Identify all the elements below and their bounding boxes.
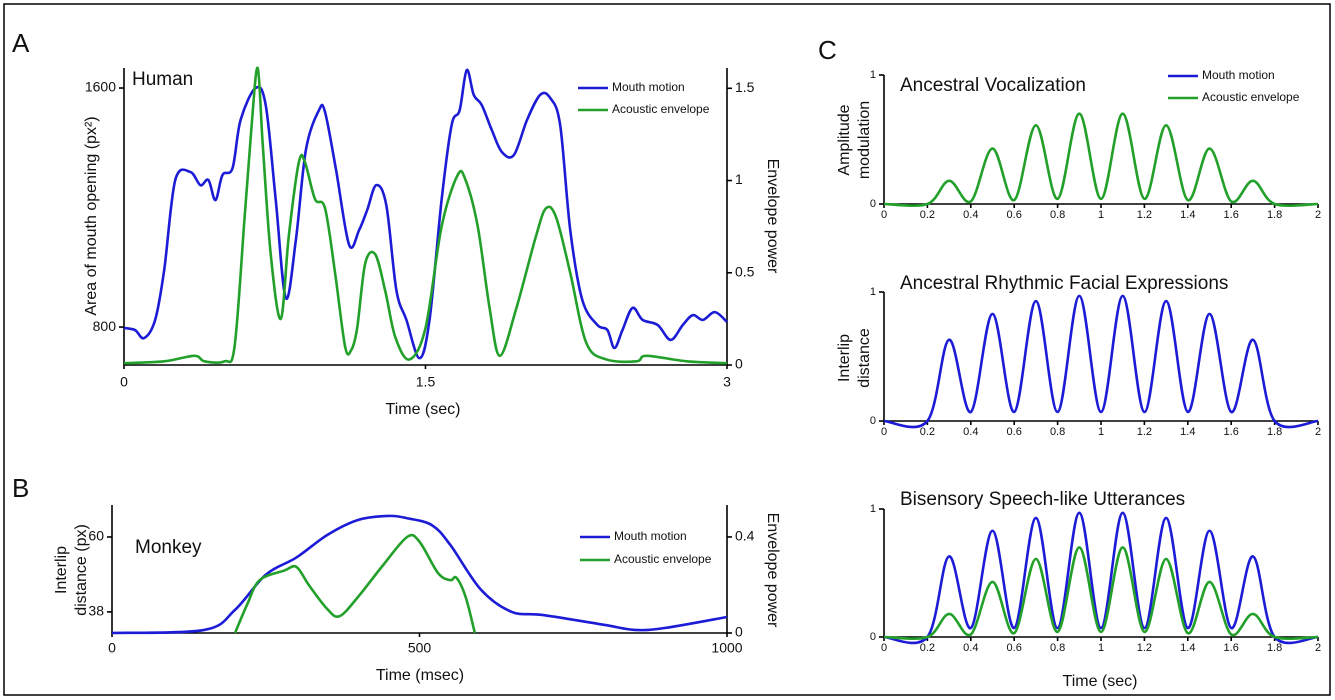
x-tick-label: 0	[120, 374, 128, 390]
figure-border	[3, 3, 1331, 696]
x-tick-label: 0.6	[1007, 642, 1022, 654]
y-tick-label: 1	[870, 503, 876, 515]
data-line	[883, 546, 1319, 640]
data-line	[123, 66, 728, 365]
x-tick-label: 1.4	[1180, 426, 1195, 438]
legend-label: Mouth motion	[614, 529, 687, 543]
x-tick-label: 0.8	[1050, 642, 1065, 654]
legend-label: Mouth motion	[1202, 68, 1275, 82]
x-tick-label: 2	[1315, 426, 1321, 438]
x-tick-label: 1.4	[1180, 642, 1195, 654]
x-tick-label: 1.2	[1137, 642, 1152, 654]
panel-label: C	[818, 35, 837, 65]
chart-title: Human	[132, 69, 193, 90]
chart-title: Monkey	[135, 537, 202, 558]
x-tick-label: 1.5	[416, 374, 436, 390]
y-tick-label: 1	[870, 69, 876, 81]
y2-tick-label: 0.5	[735, 263, 755, 279]
data-line	[233, 533, 477, 634]
x-tick-label: 0.8	[1050, 426, 1065, 438]
legend-label: Mouth motion	[612, 80, 685, 94]
legend-label: Acoustic envelope	[614, 552, 712, 566]
y2-axis-label: Envelope power	[764, 513, 781, 628]
y-tick-label: 60	[88, 528, 104, 544]
x-tick-label: 1000	[711, 640, 742, 656]
x-axis-label: Time (sec)	[386, 401, 461, 418]
y-tick-label: 1	[870, 286, 876, 298]
x-tick-label: 0.2	[920, 642, 935, 654]
x-tick-label: 1.8	[1267, 642, 1282, 654]
y2-tick-label: 1.5	[735, 79, 755, 95]
y-tick-label: 38	[88, 603, 104, 619]
x-tick-label: 1.6	[1224, 426, 1239, 438]
y-axis-label: Interlip	[53, 546, 70, 594]
data-line	[883, 511, 1319, 645]
x-tick-label: 1.8	[1267, 426, 1282, 438]
y-axis-label: distance (px)	[73, 524, 90, 616]
y2-tick-label: 1	[735, 171, 743, 187]
x-tick-label: 0.2	[920, 426, 935, 438]
data-line	[123, 68, 728, 360]
y-axis-label: Amplitude	[836, 104, 853, 175]
y2-tick-label: 0	[735, 624, 743, 640]
x-tick-label: 1.2	[1137, 209, 1152, 221]
x-tick-label: 0	[881, 426, 887, 438]
x-axis-label: Time (sec)	[1063, 673, 1138, 690]
data-line	[883, 112, 1319, 208]
x-tick-label: 0	[881, 642, 887, 654]
y-tick-label: 800	[93, 318, 117, 334]
y-tick-label: 1600	[85, 79, 116, 95]
y2-axis-label: Envelope power	[764, 159, 781, 274]
chart-title: Ancestral Vocalization	[900, 75, 1086, 96]
x-tick-label: 1	[1098, 642, 1104, 654]
x-tick-label: 0	[881, 209, 887, 221]
y2-tick-label: 0	[735, 356, 743, 372]
x-tick-label: 0.4	[963, 426, 978, 438]
x-tick-label: 0.4	[963, 209, 978, 221]
legend-label: Acoustic envelope	[1202, 90, 1300, 104]
y2-tick-label: 0.4	[735, 528, 755, 544]
chart-title: Ancestral Rhythmic Facial Expressions	[900, 273, 1228, 294]
x-tick-label: 1.2	[1137, 426, 1152, 438]
chart-title: Bisensory Speech-like Utterances	[900, 489, 1185, 510]
x-axis-label: Time (msec)	[376, 667, 464, 684]
y-tick-label: 0	[870, 415, 876, 427]
panel-label: B	[12, 473, 29, 503]
x-tick-label: 3	[723, 374, 731, 390]
x-tick-label: 1.6	[1224, 209, 1239, 221]
x-tick-label: 1.6	[1224, 642, 1239, 654]
y-tick-label: 0	[870, 198, 876, 210]
x-tick-label: 0.2	[920, 209, 935, 221]
y-axis-label: modulation	[856, 101, 873, 179]
x-tick-label: 0.6	[1007, 426, 1022, 438]
x-tick-label: 1	[1098, 426, 1104, 438]
x-tick-label: 2	[1315, 642, 1321, 654]
y-axis-label: distance	[856, 328, 873, 388]
data-line	[883, 294, 1319, 429]
y-axis-label: Interlip	[836, 334, 853, 382]
x-tick-label: 2	[1315, 209, 1321, 221]
x-tick-label: 0	[108, 640, 116, 656]
x-tick-label: 0.8	[1050, 209, 1065, 221]
panel-label: A	[12, 28, 30, 58]
x-tick-label: 1.4	[1180, 209, 1195, 221]
legend-label: Acoustic envelope	[612, 102, 710, 116]
x-tick-label: 1	[1098, 209, 1104, 221]
x-tick-label: 1.8	[1267, 209, 1282, 221]
x-tick-label: 0.4	[963, 642, 978, 654]
y-axis-label: Area of mouth opening (px²)	[83, 116, 100, 315]
y-tick-label: 0	[870, 631, 876, 643]
x-tick-label: 0.6	[1007, 209, 1022, 221]
x-tick-label: 500	[408, 640, 432, 656]
